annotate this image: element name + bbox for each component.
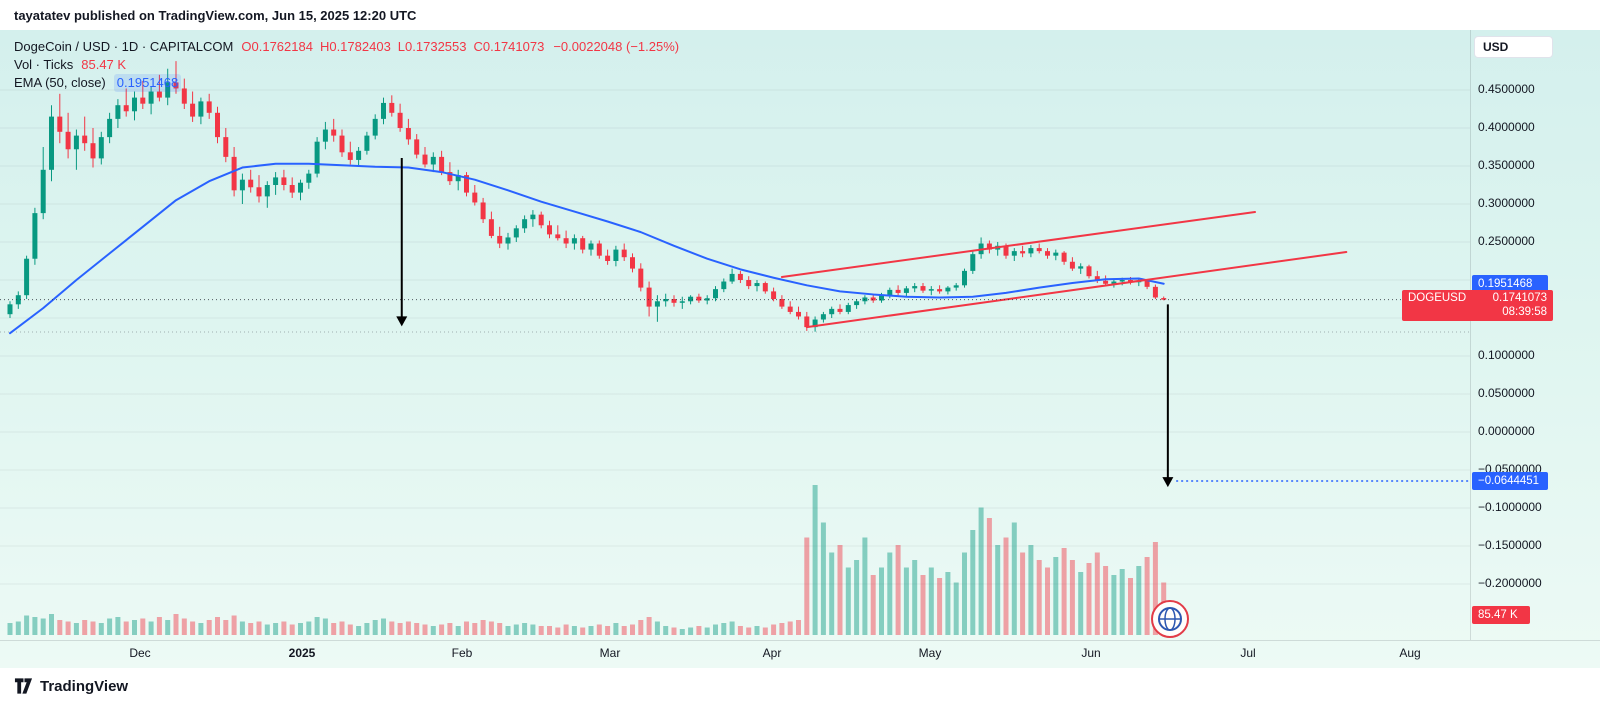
price-axis-label: 0.0000000 [1478, 424, 1535, 438]
volume-indicator-label: Vol · Ticks [14, 57, 74, 72]
currency-toggle-button[interactable]: USD [1474, 36, 1553, 58]
chart-background [0, 30, 1600, 668]
time-axis-label: Dec [129, 646, 151, 660]
ohlc-low-value: 0.1732553 [405, 39, 467, 54]
ohlc-close-value: 0.1741073 [482, 39, 545, 54]
symbol-title: DogeCoin / USD · 1D · CAPITALCOM [14, 39, 234, 54]
time-axis-label: Mar [599, 646, 621, 660]
ohlc-high-value: 0.1782403 [329, 39, 391, 54]
ohlc-high-key: H [319, 39, 330, 54]
price-axis-label: 0.2500000 [1478, 234, 1535, 248]
price-axis-label: −0.1500000 [1478, 538, 1542, 552]
time-axis[interactable]: Dec 2025 Feb Mar Apr May Jun Jul Aug [0, 640, 1470, 668]
change-value: −0.0022048 (−1.25%) [553, 39, 680, 54]
time-axis-label: May [918, 646, 942, 660]
price-axis-separator [1470, 30, 1471, 640]
attribution-text: tayatatev published on TradingView.com, … [14, 8, 417, 23]
ohlc-open-value: 0.1762184 [251, 39, 313, 54]
tradingview-brand-text: TradingView [40, 677, 129, 695]
tradingview-logo-icon [14, 678, 33, 694]
ema-indicator-value: 0.1951468 [113, 74, 182, 92]
bar-countdown-timer: 08:39:58 [1502, 306, 1547, 318]
volume-legend-row[interactable]: Vol · Ticks 85.47 K [14, 56, 679, 74]
time-axis-label: 2025 [288, 646, 316, 660]
time-axis-label: Aug [1399, 646, 1421, 660]
volume-value-badge: 85.47 K [1472, 606, 1530, 624]
ohlc-low-key: L [397, 39, 406, 54]
footer: TradingView [14, 677, 128, 695]
ema-legend-row[interactable]: EMA (50, close) 0.1951468 [14, 74, 679, 92]
chart-legend: DogeCoin / USD · 1D · CAPITALCOM O0.1762… [14, 38, 679, 92]
price-axis-label: 0.4000000 [1478, 120, 1535, 134]
time-axis-label: Jun [1081, 646, 1101, 660]
price-axis-label: 0.3500000 [1478, 158, 1535, 172]
tradingview-home-link[interactable]: TradingView [14, 677, 128, 695]
price-axis-label: −0.1000000 [1478, 500, 1542, 514]
price-axis-label: −0.2000000 [1478, 576, 1542, 590]
symbol-legend-row[interactable]: DogeCoin / USD · 1D · CAPITALCOM O0.1762… [14, 38, 679, 56]
broker-watermark-logo [1151, 600, 1189, 638]
volume-indicator-value: 85.47 K [81, 57, 127, 72]
target-price-badge: −0.0644451 [1472, 472, 1548, 490]
ohlc-open-key: O [241, 39, 252, 54]
last-price-badge: DOGEUSD 0.1741073 08:39:58 [1402, 290, 1553, 321]
last-price-value: 0.1741073 [1492, 292, 1547, 304]
price-axis-label: 0.3000000 [1478, 196, 1535, 210]
price-axis[interactable]: 0.4500000 0.4000000 0.3500000 0.3000000 0.25… [1470, 0, 1600, 640]
price-axis-label: 0.4500000 [1478, 82, 1535, 96]
price-axis-label: 0.1000000 [1478, 348, 1535, 362]
price-axis-label: 0.0500000 [1478, 386, 1535, 400]
time-axis-label: Jul [1240, 646, 1256, 660]
ema-indicator-label: EMA (50, close) [14, 75, 106, 90]
time-axis-label: Apr [762, 646, 782, 660]
ema-price-badge: 0.1951468 [1472, 275, 1548, 293]
time-axis-separator [0, 640, 1600, 641]
ohlc-close-key: C [473, 39, 483, 54]
globe-icon [1158, 607, 1182, 631]
time-axis-label: Feb [451, 646, 473, 660]
symbol-ticker-label: DOGEUSD [1408, 292, 1467, 304]
